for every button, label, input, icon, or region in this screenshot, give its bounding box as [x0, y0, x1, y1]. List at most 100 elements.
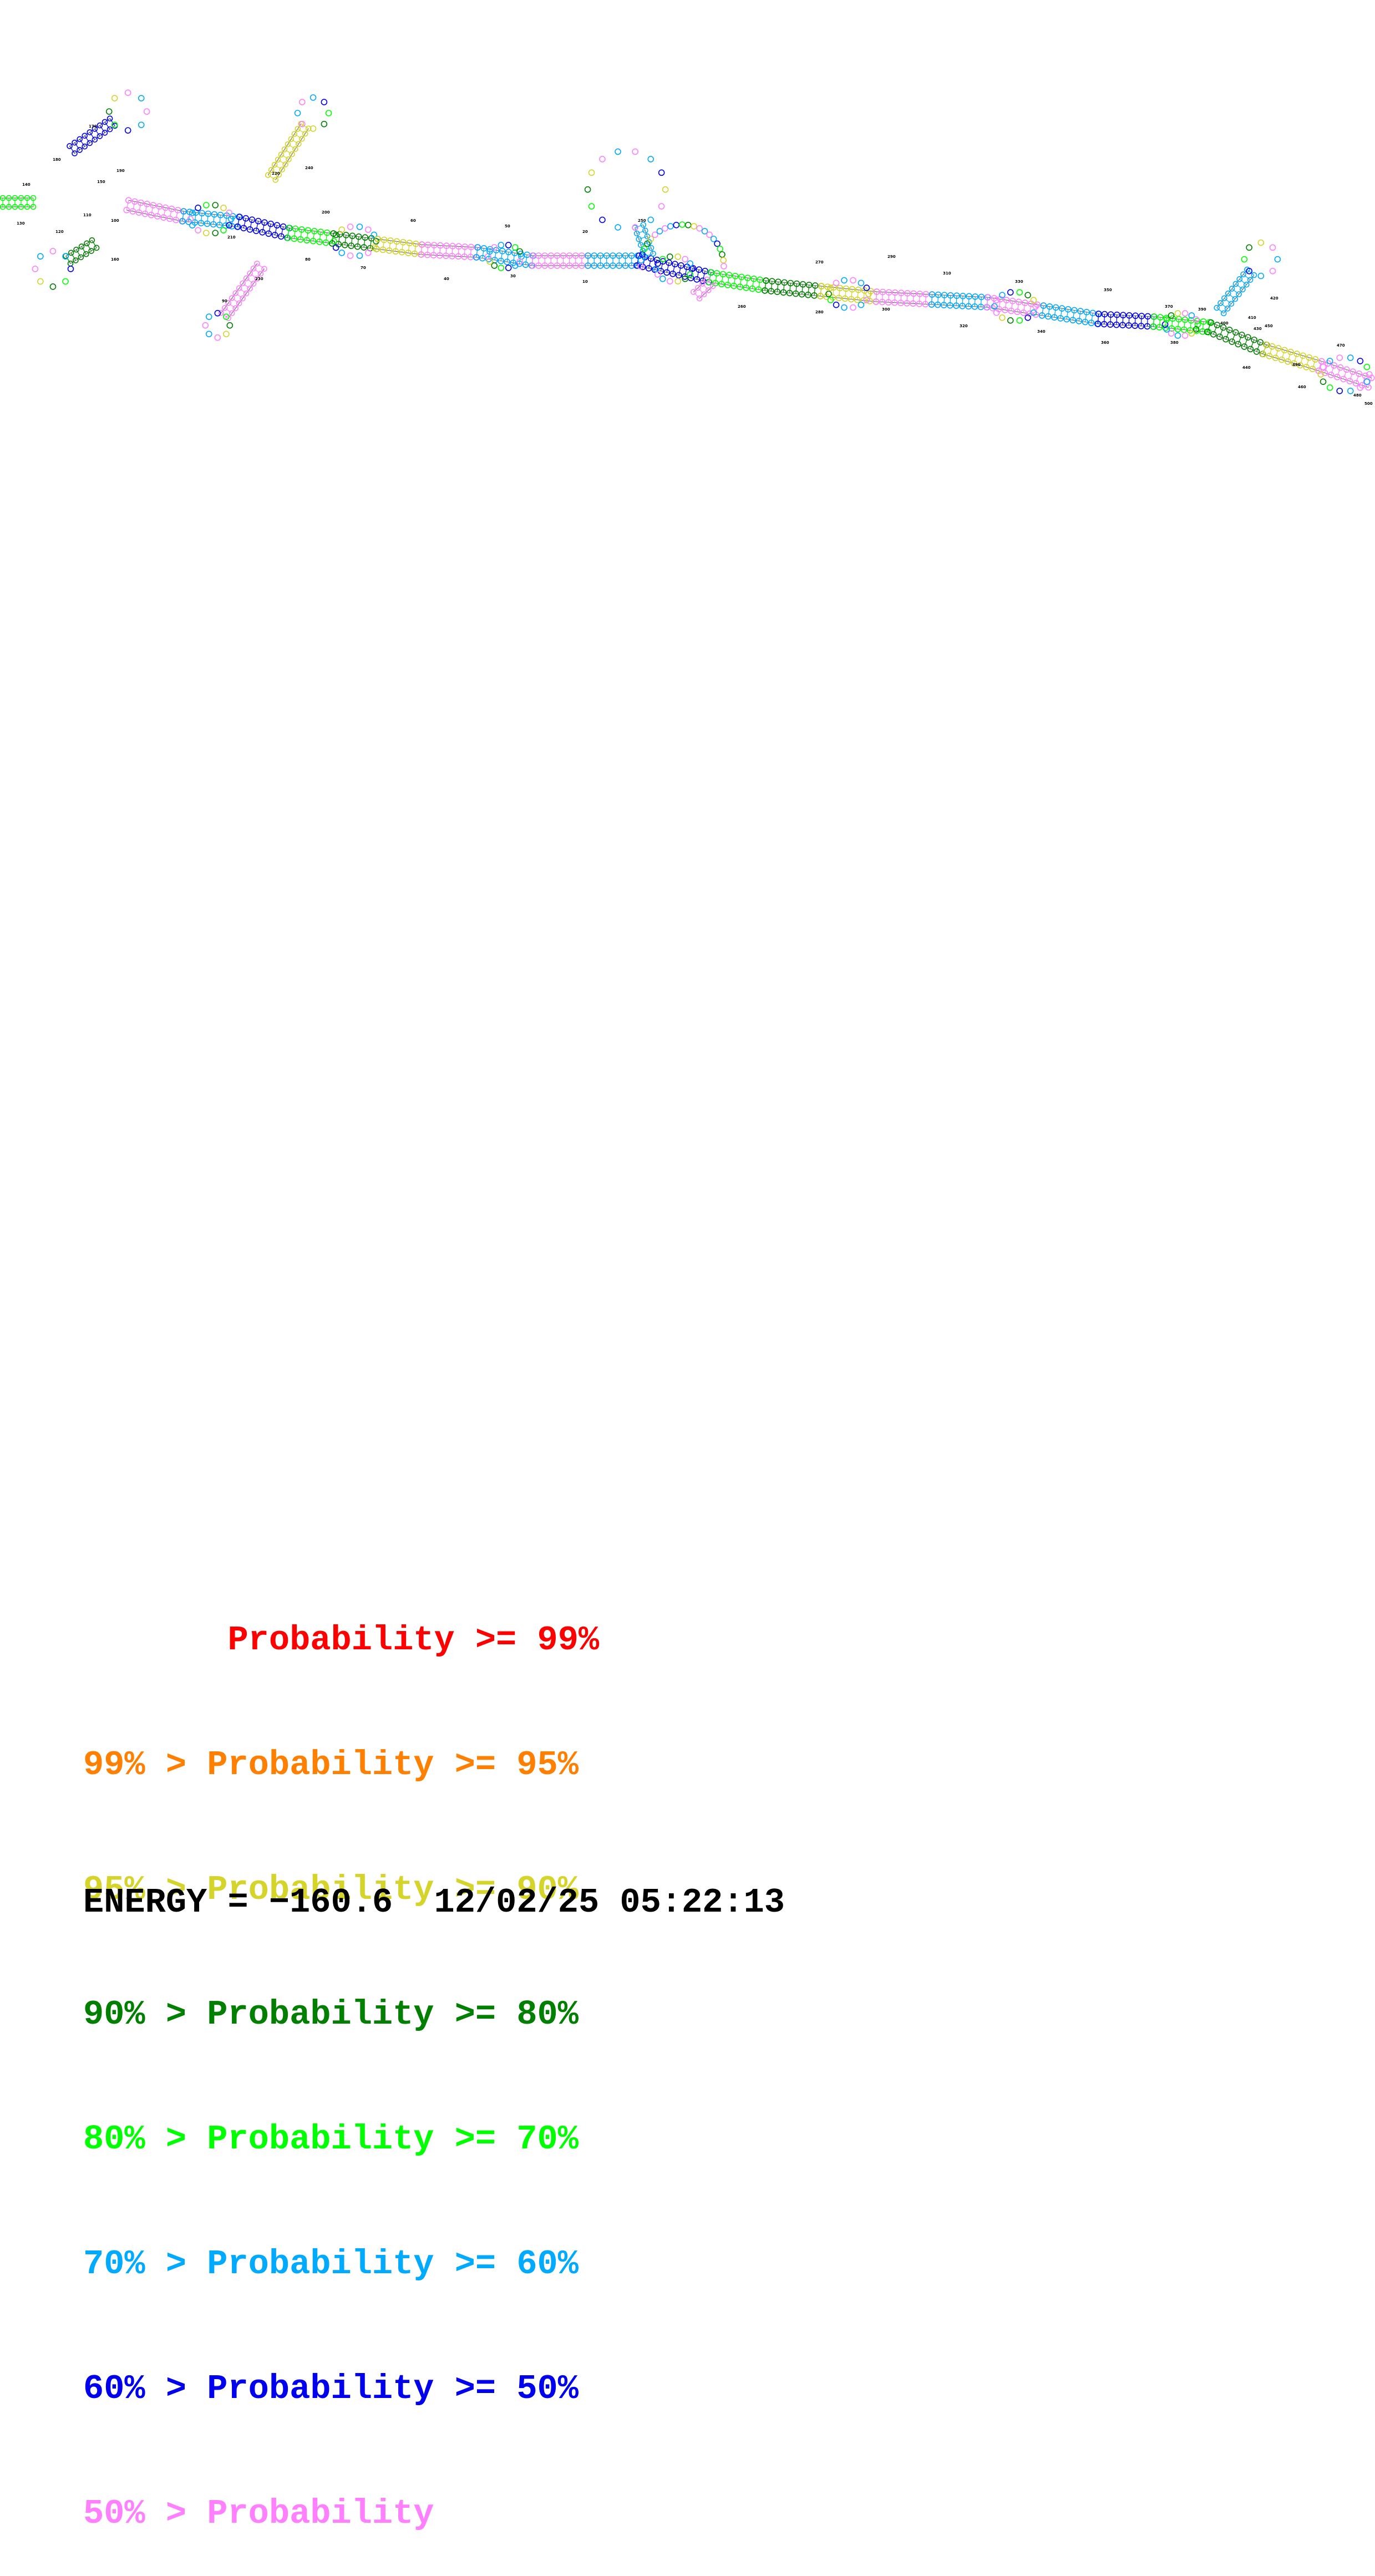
base-pair: [1171, 318, 1173, 328]
hairpin-loop-nucleotide: [585, 187, 591, 192]
single-strand-nucleotide: [719, 252, 725, 257]
hairpin-loop-nucleotide: [1246, 245, 1252, 250]
base-pair: [176, 210, 178, 220]
legend-row: 80% > Probability >= 70%: [83, 2118, 599, 2160]
base-pair: [851, 289, 853, 299]
single-strand-nucleotide: [714, 241, 720, 246]
position-label: 240: [305, 166, 313, 170]
base-pair: [728, 275, 729, 285]
base-pair: [288, 228, 289, 238]
base-pair: [919, 294, 920, 304]
loop-nucleotide: [221, 227, 226, 233]
base-pair: [1079, 311, 1080, 321]
hairpin-loop-nucleotide: [50, 248, 55, 254]
loop-nucleotide: [195, 227, 201, 233]
base-pair: [452, 246, 453, 256]
base-pair: [956, 296, 957, 306]
single-strand-nucleotide: [679, 222, 685, 227]
base-pair: [1224, 298, 1231, 304]
position-label: 150: [97, 180, 105, 184]
base-pair: [414, 244, 415, 254]
loop-nucleotide: [357, 253, 362, 258]
legend-row: 50% > Probability: [83, 2493, 599, 2534]
legend-prefix: 80% >: [83, 2120, 207, 2159]
hairpin-loop-nucleotide: [615, 225, 621, 230]
nucleotide-circles: [0, 90, 1374, 394]
hairpin-loop-nucleotide: [632, 149, 638, 154]
base-pair: [759, 280, 760, 289]
base-pair: [139, 203, 141, 213]
position-label: 20: [582, 230, 588, 234]
base-pair: [1042, 306, 1044, 316]
position-label: 420: [1270, 296, 1278, 301]
base-pair: [925, 294, 926, 304]
loop-nucleotide: [339, 227, 344, 232]
base-pair: [389, 241, 390, 251]
position-label: 160: [111, 257, 119, 262]
position-label: 300: [882, 307, 890, 312]
legend-label: Probability >= 60%: [207, 2244, 579, 2284]
base-pair: [294, 228, 295, 238]
loop-nucleotide: [1364, 379, 1369, 384]
single-strand-nucleotide: [657, 228, 662, 234]
base-pair: [501, 251, 503, 261]
base-pair: [1228, 293, 1235, 299]
base-pair: [1061, 308, 1062, 318]
position-label: 270: [815, 260, 824, 265]
hairpin-loop-nucleotide: [224, 331, 229, 337]
hairpin-loop-nucleotide: [1258, 273, 1264, 279]
base-pair: [1238, 335, 1242, 344]
probability-legend: Probability >= 99% 99% > Probability >= …: [83, 1536, 599, 2576]
rna-backbone: [0, 119, 1372, 388]
loop-nucleotide: [1183, 311, 1188, 316]
position-label: 470: [1337, 343, 1345, 348]
hairpin-loop-nucleotide: [1270, 268, 1276, 274]
hairpin-loop-nucleotide: [295, 110, 301, 116]
loop-nucleotide: [1327, 385, 1333, 390]
base-pair: [345, 235, 346, 245]
position-label: 320: [960, 324, 968, 328]
hairpin-loop-nucleotide: [215, 311, 220, 316]
position-label: 100: [111, 219, 119, 223]
position-label: 30: [510, 274, 516, 278]
base-pair: [145, 204, 148, 214]
legend-prefix: 60% >: [83, 2369, 207, 2409]
base-pair: [722, 274, 723, 284]
loop-nucleotide: [1337, 355, 1342, 360]
base-pair: [207, 214, 209, 223]
loop-nucleotide: [667, 278, 673, 284]
single-strand-nucleotide: [717, 246, 723, 252]
base-pair: [1203, 322, 1204, 332]
base-pair: [1190, 321, 1191, 331]
position-label: 40: [444, 277, 449, 281]
base-pair: [1017, 302, 1019, 312]
base-pair: [351, 236, 352, 246]
base-pair: [408, 243, 409, 253]
base-pair: [1073, 310, 1074, 320]
hairpin-loop-nucleotide: [38, 278, 43, 284]
hairpin-loop-nucleotide: [139, 95, 144, 101]
position-label: 70: [361, 266, 366, 270]
legend-prefix: 50% >: [83, 2494, 207, 2533]
position-label: 500: [1364, 402, 1373, 406]
position-label: 410: [1248, 316, 1256, 320]
hairpin-loop-nucleotide: [125, 90, 131, 95]
hairpin-loop-nucleotide: [600, 217, 605, 222]
base-pair: [513, 253, 515, 263]
loop-nucleotide: [667, 254, 673, 260]
hairpin-loop-nucleotide: [1258, 240, 1264, 246]
base-pair: [313, 231, 314, 241]
position-label: 230: [255, 277, 263, 281]
hairpin-loop-nucleotide: [112, 95, 118, 101]
position-label: 380: [1170, 341, 1179, 345]
loop-nucleotide: [204, 202, 209, 208]
base-pair: [1092, 313, 1093, 323]
base-pair: [495, 250, 496, 260]
loop-nucleotide: [687, 261, 693, 266]
base-pair: [307, 230, 308, 240]
hairpin-loop-nucleotide: [589, 204, 595, 209]
loop-nucleotide: [1364, 364, 1369, 370]
loop-nucleotide: [1025, 292, 1031, 298]
base-pair: [734, 276, 735, 286]
base-pair: [507, 252, 509, 262]
